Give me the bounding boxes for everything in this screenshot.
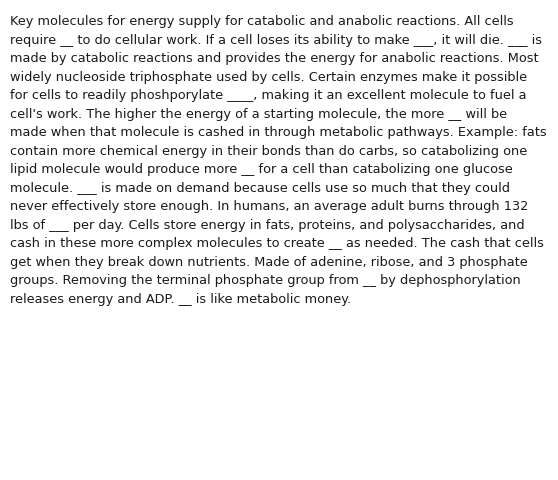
Text: Key molecules for energy supply for catabolic and anabolic reactions. All cells : Key molecules for energy supply for cata… xyxy=(10,15,547,305)
